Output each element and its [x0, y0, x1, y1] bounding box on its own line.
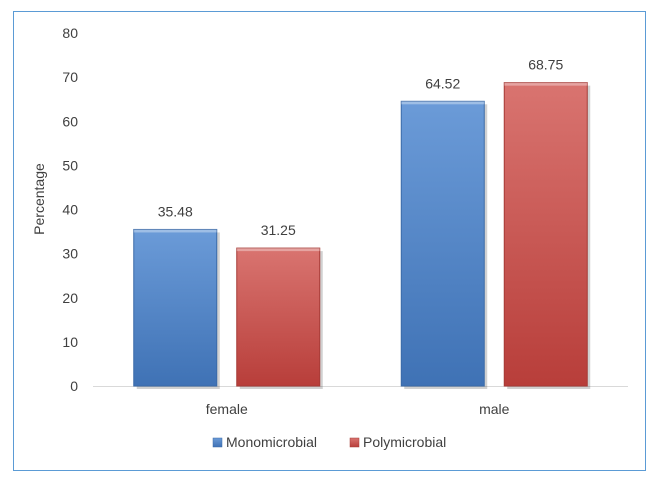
y-tick-label: 20 [62, 290, 78, 306]
bars [133, 82, 591, 390]
bar-polymicrobial-female [236, 247, 321, 387]
axes: 0 10 20 30 40 50 60 70 80 Percentage female male [31, 25, 628, 417]
x-tick-label: female [206, 401, 248, 417]
legend: Monomicrobial Polymicrobial [212, 434, 446, 450]
data-label: 68.75 [528, 57, 563, 73]
data-label: 35.48 [158, 203, 193, 219]
y-axis-title: Percentage [31, 163, 47, 235]
bar-highlight [504, 82, 588, 86]
y-tick-label: 70 [62, 69, 78, 85]
y-tick-label: 50 [62, 157, 78, 173]
legend-label: Polymicrobial [363, 434, 446, 450]
data-label: 64.52 [425, 75, 460, 91]
data-label: 31.25 [261, 222, 296, 238]
legend-swatch [212, 437, 223, 448]
y-tick-label: 60 [62, 113, 78, 129]
y-tick-label: 10 [62, 334, 78, 350]
bar-highlight [133, 229, 217, 233]
bar-polymicrobial-male [503, 82, 588, 387]
y-tick-label: 40 [62, 202, 78, 218]
bar-highlight [401, 101, 485, 105]
legend-label: Monomicrobial [226, 434, 317, 450]
bar-highlight [236, 248, 320, 252]
bar-monomicrobial-female [133, 228, 218, 387]
legend-swatch [349, 437, 360, 448]
data-labels: 35.48 31.25 64.52 68.75 [158, 57, 564, 238]
x-tick-label: male [479, 401, 510, 417]
y-tick-label: 30 [62, 246, 78, 262]
bar-monomicrobial-male [400, 100, 485, 387]
y-tick-label: 0 [70, 378, 78, 394]
y-tick-label: 80 [62, 25, 78, 41]
